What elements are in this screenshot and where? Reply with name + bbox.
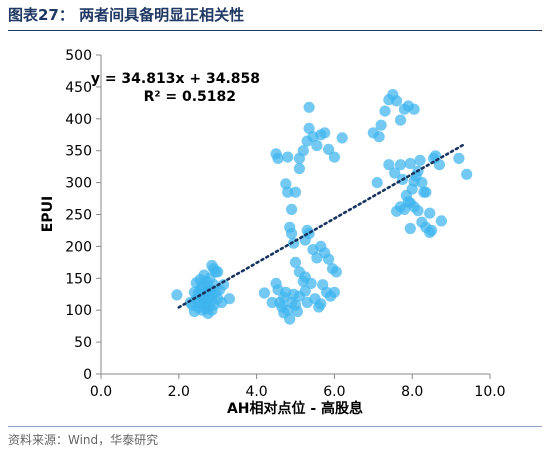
- data-point: [282, 151, 294, 163]
- data-point: [202, 307, 214, 319]
- data-point: [286, 203, 298, 215]
- data-point: [379, 105, 391, 117]
- data-point: [286, 228, 298, 240]
- source-divider: [8, 426, 542, 427]
- data-point: [303, 228, 315, 240]
- data-point: [217, 279, 230, 291]
- x-ticks: 0.0 2.0 4.0 6.0 8.0 10.0: [90, 374, 506, 400]
- data-point: [336, 132, 348, 144]
- data-point: [453, 152, 465, 164]
- data-point: [328, 151, 340, 163]
- x-tick-label: 0.0: [90, 384, 112, 400]
- data-point: [404, 157, 416, 170]
- y-tick-label: 350: [65, 144, 92, 160]
- data-point: [198, 269, 210, 281]
- y-axis-title: EPUI: [40, 196, 56, 232]
- x-tick-label: 2.0: [168, 384, 190, 400]
- data-point: [414, 154, 426, 166]
- y-tick-label: 100: [65, 303, 92, 319]
- data-point: [212, 266, 224, 278]
- data-point: [266, 296, 278, 309]
- source-note: 资料来源：Wind，华泰研究: [8, 433, 159, 447]
- data-point: [284, 313, 296, 325]
- data-point: [223, 293, 235, 305]
- data-point: [171, 289, 183, 301]
- data-point: [299, 285, 311, 297]
- x-tick-label: 10.0: [474, 384, 505, 400]
- data-point: [394, 114, 407, 126]
- y-tick-label: 500: [65, 48, 92, 64]
- data-point: [272, 152, 284, 164]
- y-tick-label: 200: [65, 239, 92, 255]
- figure-title: 图表27： 两者间具备明显正相关性: [8, 6, 245, 24]
- y-tick-label: 400: [65, 112, 92, 128]
- data-point: [311, 140, 323, 152]
- data-point: [330, 266, 342, 278]
- data-point: [418, 186, 430, 198]
- y-tick-label: 150: [65, 271, 92, 287]
- title-divider: [8, 30, 542, 31]
- data-point: [289, 186, 302, 198]
- data-point: [282, 186, 294, 198]
- y-tick-label: 300: [65, 176, 92, 192]
- scatter-chart: 0 50 100 150 200 250 300 350 400 450 500 0.0 2.0 4.0…: [40, 48, 506, 417]
- data-point: [408, 103, 420, 115]
- data-point: [319, 127, 331, 139]
- data-point: [435, 215, 447, 227]
- x-tick-label: 6.0: [323, 384, 345, 400]
- data-point: [410, 170, 422, 182]
- data-point: [404, 222, 416, 235]
- y-tick-label: 0: [83, 367, 92, 383]
- data-point: [323, 253, 335, 265]
- r-squared-label: R² = 0.5182: [144, 89, 236, 105]
- data-point: [303, 101, 315, 113]
- data-point: [293, 163, 305, 175]
- data-point: [328, 286, 340, 298]
- data-point: [391, 95, 403, 107]
- data-point: [373, 131, 385, 143]
- y-tick-label: 450: [65, 80, 92, 96]
- x-tick-label: 8.0: [401, 384, 423, 400]
- data-point: [303, 122, 315, 134]
- data-point: [461, 168, 473, 180]
- data-point: [433, 159, 445, 171]
- data-point: [424, 207, 436, 219]
- trendline: [177, 143, 465, 309]
- data-point: [315, 298, 327, 310]
- points-layer: [171, 89, 473, 325]
- data-point: [323, 143, 335, 155]
- data-point: [389, 167, 401, 179]
- equation-label: y = 34.813x + 34.858: [91, 71, 260, 87]
- y-tick-label: 50: [74, 335, 92, 351]
- data-point: [375, 119, 387, 131]
- data-point: [412, 205, 424, 217]
- data-point: [383, 159, 395, 171]
- y-ticks: 0 50 100 150 200 250 300 350 400 450 500: [65, 48, 101, 383]
- x-axis-title: AH相对点位 - 高股息: [227, 400, 363, 417]
- data-point: [297, 145, 309, 157]
- data-point: [299, 271, 311, 283]
- data-point: [289, 256, 302, 268]
- data-point: [394, 159, 407, 171]
- data-point: [291, 305, 303, 318]
- data-point: [394, 201, 407, 213]
- data-point: [258, 287, 270, 299]
- data-point: [426, 224, 438, 236]
- x-tick-label: 4.0: [245, 384, 267, 400]
- y-tick-label: 250: [65, 208, 92, 224]
- data-point: [371, 177, 383, 189]
